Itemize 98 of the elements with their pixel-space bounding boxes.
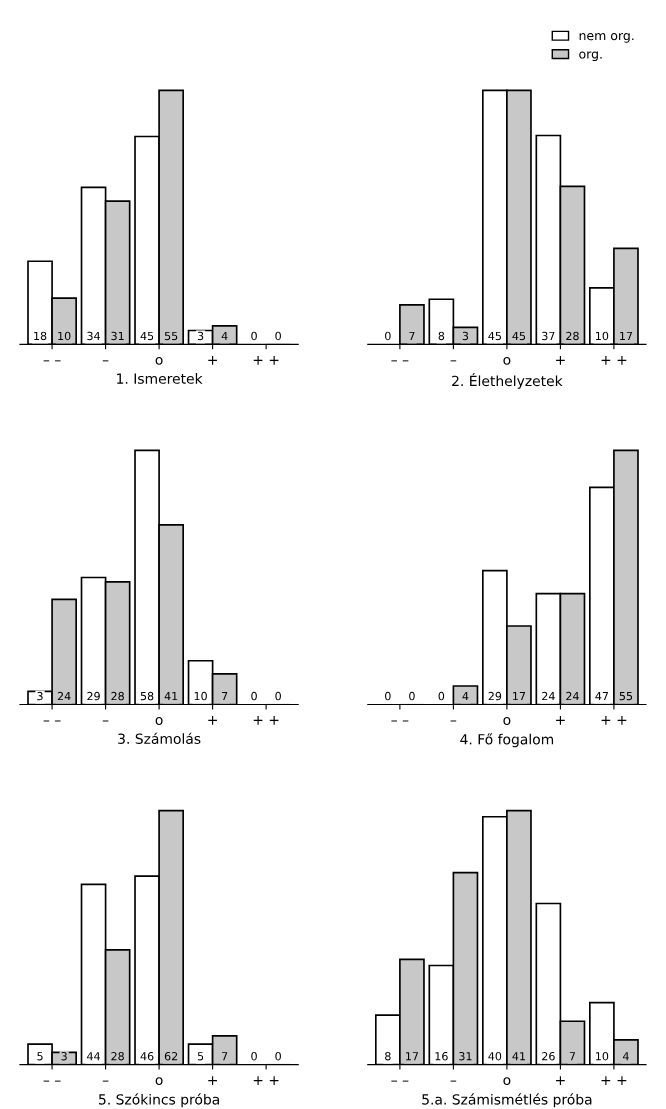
data-label: 28: [111, 691, 124, 701]
data-label: 31: [459, 1052, 472, 1061]
data-label: 24: [57, 691, 71, 701]
data-label: 0: [438, 691, 445, 701]
data-label: 34: [87, 331, 100, 341]
data-label: 10: [596, 331, 609, 341]
data-label: 7: [222, 1052, 228, 1061]
text: 5.a. Számismétlés próba: [422, 1093, 592, 1108]
data-label: 0: [251, 331, 257, 341]
data-label: 0: [385, 691, 391, 701]
x-tick-label: + +: [253, 1076, 279, 1085]
x-tick-label: + +: [601, 716, 627, 725]
data-label: 29: [87, 691, 100, 701]
data-label: 24: [566, 691, 579, 701]
data-label: 45: [140, 331, 154, 341]
data-label: 16: [435, 1052, 448, 1061]
data-label: 28: [111, 1052, 124, 1061]
data-label: 44: [87, 1052, 100, 1061]
data-label: 3: [37, 691, 43, 701]
data-label: 7: [569, 1052, 576, 1061]
data-label: 47: [595, 692, 608, 701]
x-tick-label: –: [450, 1080, 457, 1082]
x-tick-label: + +: [253, 716, 279, 725]
x-tick-label: + +: [253, 355, 279, 365]
x-tick-label: + +: [601, 355, 627, 365]
x-tick-label: – –: [43, 360, 61, 362]
data-label: 8: [385, 1052, 391, 1061]
data-label: 5: [37, 1052, 43, 1061]
x-tick-label: +: [556, 1076, 565, 1085]
data-label: 3: [197, 331, 204, 341]
data-label: 55: [164, 331, 178, 341]
text: 3. Számolás: [118, 732, 201, 744]
data-label: 0: [409, 691, 415, 701]
x-tick-label: +: [208, 355, 217, 365]
x-tick-label: o: [503, 1077, 511, 1086]
data-label: 0: [251, 1052, 257, 1061]
data-label: 45: [488, 331, 501, 341]
x-tick-label: – –: [43, 1080, 61, 1082]
data-label: 28: [566, 331, 579, 341]
data-label: 17: [620, 331, 633, 340]
data-label: 4: [622, 1052, 629, 1061]
x-tick-label: o: [155, 1077, 163, 1086]
data-label: 17: [406, 1052, 419, 1061]
data-label: 10: [58, 331, 71, 341]
data-label: 29: [488, 691, 502, 701]
x-tick-label: –: [102, 720, 109, 722]
data-label: 24: [542, 691, 555, 701]
data-label: 0: [275, 691, 281, 701]
data-label: 40: [488, 1052, 502, 1061]
data-label: 3: [462, 331, 469, 341]
x-tick-label: +: [208, 1076, 217, 1085]
data-label: 18: [34, 331, 47, 341]
legend-label: org.: [579, 51, 602, 62]
legend-label: nem org.: [579, 33, 634, 43]
data-label: 58: [140, 691, 154, 701]
data-label: 0: [251, 691, 257, 701]
data-label: 7: [409, 331, 415, 340]
data-label: 26: [542, 1052, 555, 1061]
text: 4. Fő fogalom: [460, 733, 554, 748]
data-label: 4: [221, 331, 228, 340]
data-label: 8: [438, 331, 445, 341]
data-label: 0: [275, 1052, 281, 1061]
x-tick-label: o: [155, 356, 163, 365]
data-label: 4: [462, 692, 469, 701]
data-label: 45: [512, 331, 526, 341]
x-tick-label: – –: [43, 720, 61, 722]
x-tick-label: –: [450, 720, 457, 722]
x-tick-label: –: [102, 360, 109, 362]
data-label: 55: [619, 692, 633, 701]
x-tick-label: +: [208, 716, 217, 725]
data-label: 17: [513, 692, 526, 701]
data-label: 10: [194, 691, 207, 701]
data-label: 0: [385, 331, 391, 341]
data-label: 0: [275, 331, 281, 341]
data-label: 62: [164, 1052, 178, 1061]
x-tick-label: –: [450, 360, 457, 362]
x-tick-label: o: [155, 717, 163, 725]
data-label: 10: [596, 1052, 609, 1061]
data-label: 31: [111, 331, 124, 341]
x-tick-label: – –: [391, 360, 409, 362]
x-tick-label: – –: [391, 720, 409, 722]
x-tick-label: +: [556, 716, 565, 725]
data-label: 7: [222, 692, 228, 701]
x-tick-label: o: [503, 717, 511, 725]
data-label: 5: [197, 1052, 204, 1061]
text: 1. Ismeretek: [117, 373, 203, 384]
data-label: 46: [140, 1052, 154, 1061]
x-tick-label: + +: [601, 1076, 627, 1085]
data-label: 37: [542, 331, 555, 341]
data-label: 41: [164, 692, 178, 701]
x-tick-label: –: [102, 1080, 109, 1082]
x-tick-label: +: [556, 355, 565, 365]
text: 2. Élethelyzetek: [452, 373, 563, 389]
data-label: 41: [512, 1052, 525, 1061]
data-label: 3: [61, 1052, 67, 1061]
x-tick-label: – –: [391, 1080, 409, 1082]
text: 5. Szókincs próba: [99, 1093, 219, 1108]
x-tick-label: o: [503, 356, 511, 365]
